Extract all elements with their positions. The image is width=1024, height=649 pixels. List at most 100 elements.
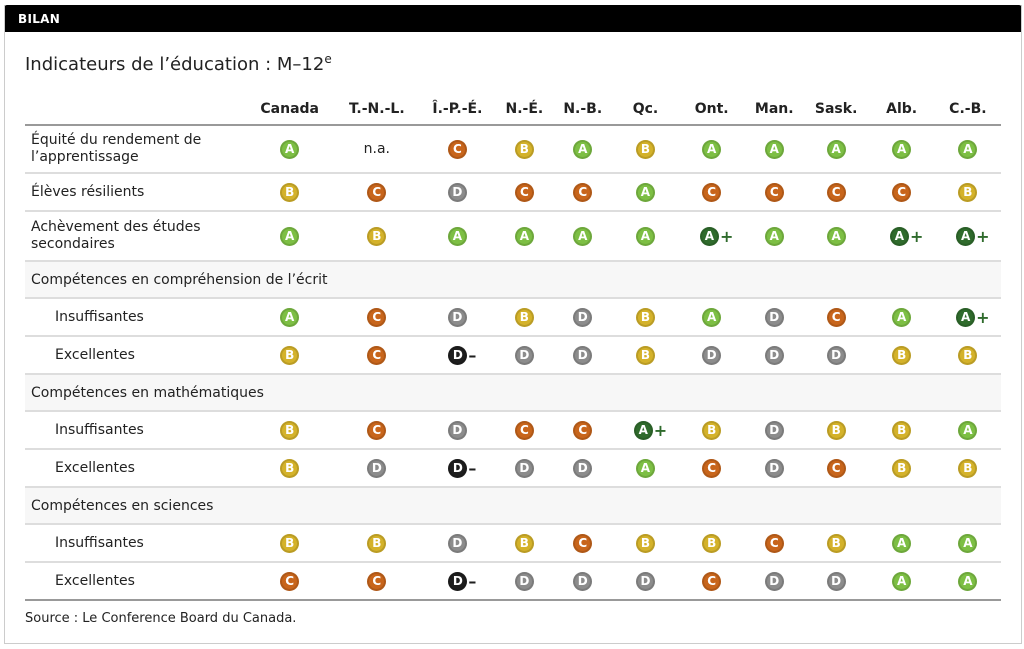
grade-badge-c: C bbox=[826, 307, 846, 327]
grade-circle-icon: B bbox=[514, 139, 534, 159]
grade-circle-icon: A bbox=[958, 139, 978, 159]
grade-cell: C bbox=[334, 411, 420, 450]
grade-circle-icon: D bbox=[447, 182, 467, 202]
grade-modifier: + bbox=[909, 226, 924, 246]
grade-badge-a: A bbox=[280, 139, 300, 159]
grade-circle-icon: B bbox=[635, 139, 655, 159]
row-label: Excellentes bbox=[25, 449, 245, 488]
grade-cell: D bbox=[334, 449, 420, 488]
grade-cell: A bbox=[245, 298, 335, 337]
grade-cell: C bbox=[803, 449, 869, 488]
grade-circle-icon: A bbox=[280, 307, 300, 327]
grade-cell: D bbox=[678, 336, 745, 375]
grade-cell: D bbox=[495, 562, 554, 601]
grade-cell: B bbox=[245, 524, 335, 563]
grade-cell: B bbox=[495, 524, 554, 563]
grade-badge-a-plus: A + bbox=[633, 420, 668, 440]
grade-circle-icon: D bbox=[448, 458, 468, 478]
grade-cell: C bbox=[678, 173, 745, 212]
grade-circle-icon: A bbox=[702, 307, 722, 327]
grade-modifier: + bbox=[653, 420, 668, 440]
column-header: Alb. bbox=[868, 94, 935, 126]
indicators-table: Canada T.-N.-L. Î.-P.-É. N.-É. N.-B. Qc. Ont. M… bbox=[25, 94, 1001, 601]
grade-circle-icon: A bbox=[702, 139, 722, 159]
grade-badge-b: B bbox=[635, 139, 655, 159]
grade-cell: A bbox=[934, 562, 1001, 601]
grade-badge-d: D bbox=[514, 458, 534, 478]
grade-cell: D bbox=[495, 336, 554, 375]
grade-circle-icon: B bbox=[514, 533, 534, 553]
grade-badge-c: C bbox=[367, 571, 387, 591]
grade-badge-d: D bbox=[447, 420, 467, 440]
table-row: Achèvement des études secondaires A B A A A A A… bbox=[25, 211, 1001, 262]
grade-circle-icon: C bbox=[702, 458, 722, 478]
grade-badge-c: C bbox=[514, 420, 534, 440]
row-label: Insuffisantes bbox=[25, 524, 245, 563]
grade-badge-b: B bbox=[514, 307, 534, 327]
grade-cell: A bbox=[803, 211, 869, 262]
grade-modifier: – bbox=[468, 345, 477, 365]
grade-cell: D bbox=[553, 298, 613, 337]
grade-badge-b: B bbox=[280, 345, 300, 365]
column-header: N.-É. bbox=[495, 94, 554, 126]
column-header: Ont. bbox=[678, 94, 745, 126]
grade-modifier: + bbox=[976, 226, 990, 246]
column-header: Canada bbox=[245, 94, 335, 126]
grade-cell: D bbox=[553, 449, 613, 488]
grade-circle-icon: A bbox=[826, 226, 846, 246]
table-row: Excellentes B D D – D D A C D C B B bbox=[25, 449, 1001, 488]
grade-badge-c: C bbox=[892, 182, 912, 202]
grade-cell: B bbox=[934, 336, 1001, 375]
grade-badge-a-plus: A + bbox=[956, 307, 990, 327]
grade-cell: D – bbox=[419, 449, 496, 488]
grade-circle-icon: C bbox=[367, 420, 387, 440]
grade-circle-icon: D bbox=[573, 571, 593, 591]
grade-circle-icon: A bbox=[892, 139, 912, 159]
grade-circle-icon: C bbox=[280, 571, 300, 591]
grade-badge-d: D bbox=[764, 571, 784, 591]
grade-cell: A bbox=[934, 125, 1001, 174]
grade-cell: C bbox=[334, 298, 420, 337]
grade-circle-icon: B bbox=[635, 345, 655, 365]
grade-cell: D – bbox=[419, 562, 496, 601]
grade-badge-d: D bbox=[573, 458, 593, 478]
grade-circle-icon: A bbox=[956, 307, 976, 327]
grade-badge-b: B bbox=[635, 345, 655, 365]
column-header: Qc. bbox=[612, 94, 679, 126]
grade-badge-d: D bbox=[826, 345, 846, 365]
grade-badge-b: B bbox=[367, 533, 387, 553]
grade-badge-b: B bbox=[892, 345, 912, 365]
grade-badge-c: C bbox=[367, 420, 387, 440]
grade-cell: A bbox=[612, 449, 679, 488]
grade-cell: A bbox=[803, 125, 869, 174]
grade-circle-icon: A bbox=[956, 226, 976, 246]
grade-circle-icon: B bbox=[702, 533, 722, 553]
grade-circle-icon: D bbox=[826, 571, 846, 591]
grade-circle-icon: D bbox=[573, 458, 593, 478]
grade-badge-c: C bbox=[826, 182, 846, 202]
title-text: Indicateurs de l’éducation : M–12 bbox=[25, 54, 325, 75]
grade-circle-icon: C bbox=[826, 307, 846, 327]
grade-badge-d: D bbox=[573, 571, 593, 591]
grade-cell: C bbox=[803, 173, 869, 212]
grade-circle-icon: A bbox=[635, 458, 655, 478]
grade-badge-c: C bbox=[702, 571, 722, 591]
grade-circle-icon: A bbox=[892, 533, 912, 553]
grade-circle-icon: B bbox=[280, 458, 300, 478]
grade-badge-d: D bbox=[573, 345, 593, 365]
column-header: Î.-P.-É. bbox=[419, 94, 496, 126]
grade-cell: A bbox=[245, 211, 335, 262]
page-title: Indicateurs de l’éducation : M–12e bbox=[25, 52, 332, 75]
grade-circle-icon: B bbox=[892, 420, 912, 440]
grade-badge-b: B bbox=[367, 226, 387, 246]
grade-circle-icon: C bbox=[826, 458, 846, 478]
grade-circle-icon: D bbox=[573, 307, 593, 327]
grade-badge-d: D bbox=[702, 345, 722, 365]
grade-cell: A + bbox=[868, 211, 935, 262]
grade-circle-icon: A bbox=[764, 226, 784, 246]
grade-cell: A bbox=[678, 298, 745, 337]
grade-cell: B bbox=[803, 524, 869, 563]
row-label: Équité du rendement de l’apprentissage bbox=[25, 125, 245, 174]
grade-cell: B bbox=[612, 524, 679, 563]
grade-cell: A bbox=[868, 524, 935, 563]
